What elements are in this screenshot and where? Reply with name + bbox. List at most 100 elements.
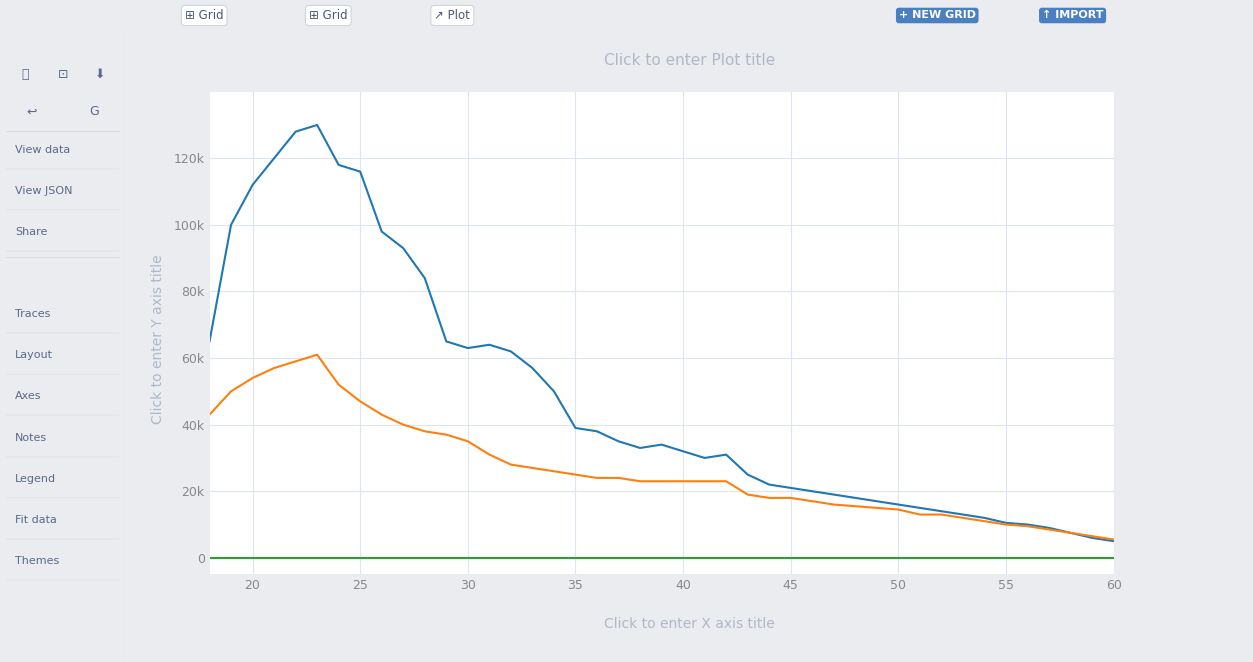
Col1 [697,454,712,462]
Col3 [870,504,885,512]
Text: Axes: Axes [15,391,41,401]
Text: ↩: ↩ [26,105,36,118]
Col3 [697,477,712,485]
Text: ↗ Plot: ↗ Plot [435,9,470,22]
Col3 [546,467,561,475]
Col3 [654,477,669,485]
Text: Fit data: Fit data [15,515,56,525]
Col1 [1041,524,1056,532]
Col1 [202,338,217,346]
Col3 [719,477,734,485]
Text: ↑ IMPORT: ↑ IMPORT [1041,11,1104,21]
Text: ⬇: ⬇ [95,68,105,81]
Col3 [848,502,863,510]
Col3 [589,474,604,482]
Col1 [246,181,261,189]
Col1 [611,438,626,446]
Col1 [525,364,540,372]
Col1 [1106,538,1121,545]
Col1 [999,519,1014,527]
Col1 [504,348,519,355]
Text: 💾: 💾 [21,68,29,81]
Text: ⊞ Grid: ⊞ Grid [185,9,223,22]
Line: Col1: Col1 [209,125,1114,542]
Col1 [267,154,282,162]
Col3 [804,497,819,505]
Col1 [956,510,971,518]
Col1 [1063,529,1078,537]
Col1 [912,504,927,512]
Col3 [439,431,454,439]
Text: Themes: Themes [15,556,59,566]
Col3 [1020,522,1035,530]
Col1 [783,484,798,492]
Col3 [977,517,992,525]
Text: View data: View data [15,145,70,155]
Col1 [1085,534,1100,542]
Col1 [654,441,669,449]
Col3 [826,500,841,508]
Col1 [331,161,346,169]
Col1 [482,341,497,349]
Col1 [309,121,325,129]
Col3 [223,387,238,395]
Text: ⊡: ⊡ [58,68,68,81]
Col3 [999,520,1014,528]
Col3 [633,477,648,485]
Col3 [741,491,756,498]
Col1 [870,497,885,505]
Col1 [375,228,390,236]
Text: Notes: Notes [15,432,48,443]
Col3 [783,494,798,502]
Col3 [1041,526,1056,534]
Col3 [396,420,411,428]
Col1 [568,424,583,432]
Text: ⊞ Grid: ⊞ Grid [309,9,347,22]
Col3 [460,438,475,446]
Col1 [288,128,303,136]
Text: Share: Share [15,227,48,237]
Col1 [223,221,238,229]
Col3 [482,451,497,459]
Col3 [309,351,325,359]
Col1 [675,448,690,455]
Text: Legend: Legend [15,473,56,484]
Col1 [977,514,992,522]
Col1 [891,500,906,508]
Text: Click to enter Y axis title: Click to enter Y axis title [150,254,164,424]
Col1 [741,471,756,479]
Col3 [288,357,303,365]
Col3 [611,474,626,482]
Col1 [1020,520,1035,528]
Col1 [460,344,475,352]
Col3 [568,471,583,479]
Col1 [719,451,734,459]
Col3 [267,364,282,372]
Col1 [848,494,863,502]
Col1 [352,167,367,175]
Col3 [504,461,519,469]
Col1 [826,491,841,498]
Col1 [633,444,648,452]
Col3 [1063,529,1078,537]
Text: Layout: Layout [15,350,53,360]
Col3 [352,397,367,405]
Col3 [202,410,217,418]
Line: Col3: Col3 [209,355,1114,540]
Col3 [1106,536,1121,544]
Col3 [956,514,971,522]
Col3 [912,510,927,518]
Col3 [1085,532,1100,540]
Col3 [891,506,906,514]
Col3 [417,428,432,436]
Col3 [246,374,261,382]
Text: Click to enter Plot title: Click to enter Plot title [604,53,774,68]
Col3 [933,510,949,518]
Col1 [933,507,949,515]
Col3 [525,464,540,472]
Text: G: G [89,105,99,118]
Col1 [417,274,432,282]
Col1 [396,244,411,252]
Text: Click to enter X axis title: Click to enter X axis title [604,617,774,631]
Col3 [331,381,346,389]
